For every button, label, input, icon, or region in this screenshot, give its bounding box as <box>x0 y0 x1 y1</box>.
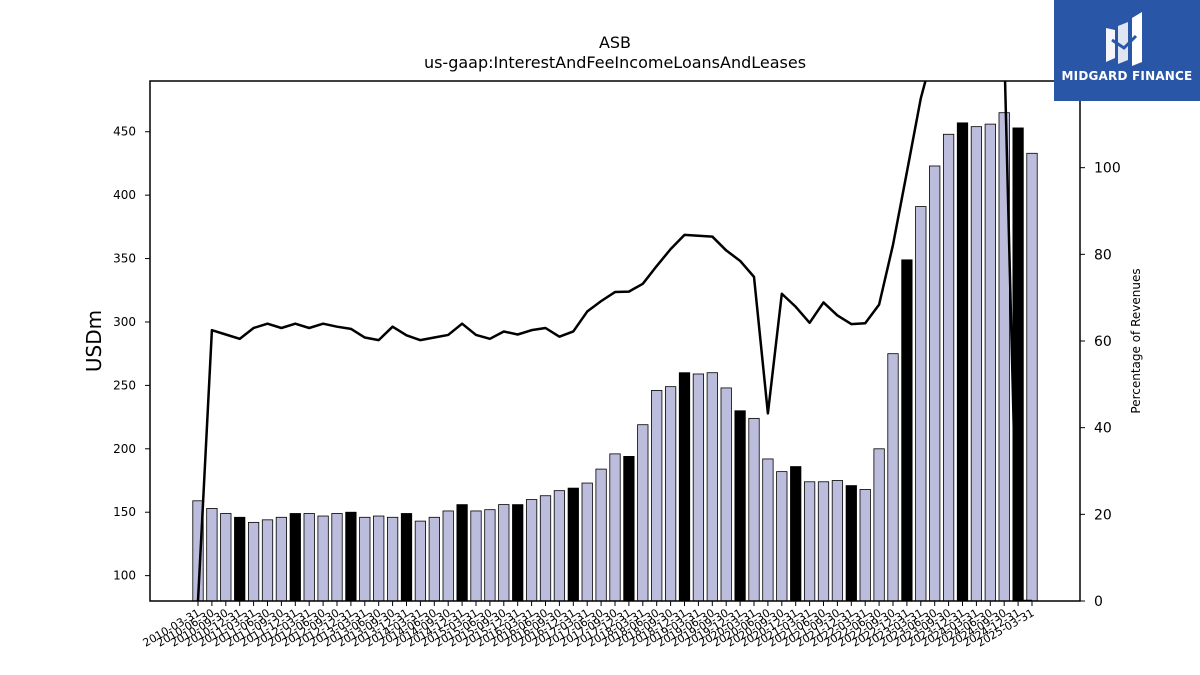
bar-2014-09-30 <box>442 510 454 602</box>
line-series <box>196 81 1032 601</box>
bar-2024-03-31 <box>970 126 983 602</box>
bar-2017-09-30 <box>609 453 621 602</box>
y-tick-label: 200 <box>113 442 136 456</box>
bar-2011-03-31 <box>247 521 260 602</box>
y2-tick-label: 40 <box>1094 421 1112 437</box>
bar-2017-03-31 <box>581 482 593 602</box>
bar-2023-09-30 <box>942 133 955 602</box>
bar-2020-09-30 <box>776 471 788 602</box>
y-axis-left: 100 150 200 250 300 350 400 450 <box>113 125 150 583</box>
y-tick-label: 450 <box>113 125 136 139</box>
bar-2022-03-31 <box>859 488 871 602</box>
bar-2018-12-31 <box>678 372 691 602</box>
bar-2023-03-31 <box>915 206 927 602</box>
bar-2012-12-31 <box>345 511 357 602</box>
bar-2013-06-30 <box>373 515 385 602</box>
brand-name: MIDGARD FINANCE <box>1061 69 1193 83</box>
bar-2017-06-30 <box>595 468 607 602</box>
y2-tick-label: 60 <box>1094 334 1112 350</box>
y-axis-label: USDm <box>82 310 106 372</box>
bar-2013-12-31 <box>400 513 413 602</box>
bar-2022-09-30 <box>887 353 899 602</box>
y-tick-label: 250 <box>113 378 136 392</box>
bar-2014-06-30 <box>428 516 440 602</box>
bar-2010-12-31 <box>234 516 246 602</box>
bar-2021-12-31 <box>845 485 857 602</box>
bar-2018-09-30 <box>664 386 677 602</box>
bar-2016-09-30 <box>553 490 566 602</box>
bar-2012-03-31 <box>303 513 315 602</box>
bar-2015-09-30 <box>498 504 510 602</box>
y2-tick-label: 80 <box>1094 247 1112 263</box>
bar-2024-12-31 <box>1012 127 1024 602</box>
y-tick-label: 350 <box>113 252 136 266</box>
y2-tick-label: 20 <box>1094 507 1112 523</box>
bar-2013-03-31 <box>359 516 371 602</box>
bar-2020-12-31 <box>790 466 802 602</box>
bar-2018-03-31 <box>637 424 649 602</box>
bar-2021-03-31 <box>803 481 816 602</box>
bar-2010-06-30 <box>206 508 218 602</box>
bar-2011-12-31 <box>289 513 301 602</box>
bar-2012-09-30 <box>331 513 343 602</box>
y-axis-right: 0 20 40 60 80 100 <box>1080 161 1121 610</box>
bar-2020-03-31 <box>748 417 760 602</box>
bar-2011-06-30 <box>261 519 274 602</box>
bar-2023-06-30 <box>929 165 941 602</box>
bar-2024-06-30 <box>984 123 996 602</box>
y-tick-label: 150 <box>113 505 136 519</box>
bar-2014-03-31 <box>414 520 427 602</box>
bar-2022-12-31 <box>901 259 913 602</box>
y-tick-label: 300 <box>113 315 136 329</box>
x-axis: 2010-03-312010-06-302010-09-302010-12-31… <box>141 601 1037 650</box>
y-tick-label: 100 <box>113 569 136 583</box>
bar-2020-06-30 <box>762 458 774 602</box>
bar-2013-09-30 <box>386 516 399 602</box>
bar-2023-12-31 <box>956 122 969 602</box>
bar-2019-03-31 <box>692 373 705 602</box>
bar-2011-09-30 <box>275 516 288 602</box>
chart-subtitle: us-gaap:InterestAndFeeIncomeLoansAndLeas… <box>424 53 806 72</box>
y-tick-label: 400 <box>113 188 136 202</box>
brand-logo: MIDGARD FINANCE <box>1054 0 1200 101</box>
bar-2022-06-30 <box>873 448 885 602</box>
bar-2016-03-31 <box>525 499 538 602</box>
y2-tick-label: 100 <box>1094 161 1121 177</box>
bar-2016-06-30 <box>539 495 552 602</box>
bar-2015-03-31 <box>470 510 482 602</box>
bar-2021-09-30 <box>831 480 844 602</box>
chart-title: ASB <box>599 33 631 52</box>
bar-2017-12-31 <box>623 456 635 602</box>
y2-axis-label: Percentage of Revenues <box>1129 268 1143 413</box>
bar-2021-06-30 <box>817 481 830 602</box>
bar-2018-06-30 <box>651 390 663 602</box>
bar-2019-12-31 <box>734 410 746 602</box>
bar-2015-12-31 <box>512 504 524 602</box>
bar-2012-06-30 <box>317 515 329 602</box>
bar-2019-06-30 <box>706 372 718 602</box>
bar-2015-06-30 <box>484 509 496 602</box>
bar-2019-09-30 <box>720 387 732 602</box>
bar-2025-03-31 <box>1026 152 1038 602</box>
bar-series <box>192 112 1038 602</box>
y2-tick-label: 0 <box>1094 594 1103 610</box>
bar-2016-12-31 <box>567 487 579 602</box>
bar-2010-09-30 <box>220 513 232 602</box>
midgard-m-logo-icon <box>1106 12 1142 66</box>
bar-2014-12-31 <box>456 504 468 602</box>
percentage-line <box>196 81 1032 601</box>
